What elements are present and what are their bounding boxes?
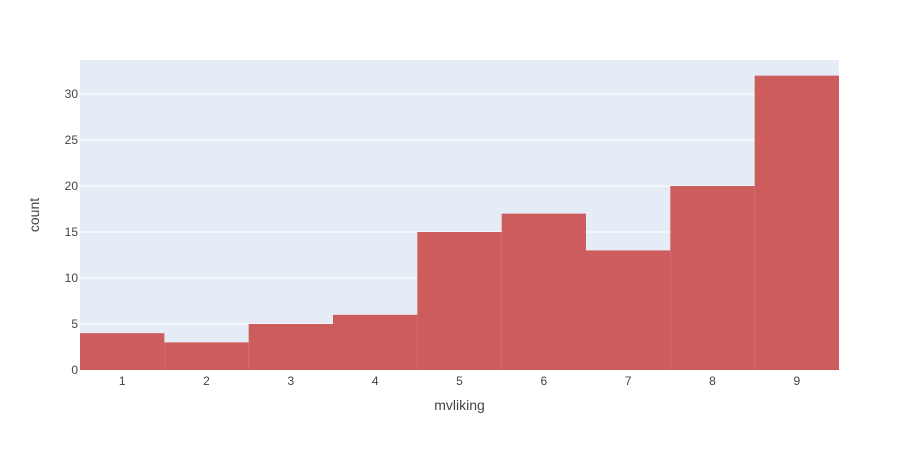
x-tick-label: 8 bbox=[709, 374, 716, 388]
x-axis-title: mvliking bbox=[434, 397, 485, 413]
y-tick-label: 15 bbox=[65, 225, 79, 239]
y-tick-label: 20 bbox=[65, 179, 79, 193]
bars bbox=[80, 75, 839, 370]
x-tick-label: 5 bbox=[456, 374, 463, 388]
x-tick-label: 9 bbox=[793, 374, 800, 388]
bar-4 bbox=[333, 314, 418, 370]
x-tick-label: 1 bbox=[119, 374, 126, 388]
bar-1 bbox=[80, 333, 165, 370]
bar-5 bbox=[417, 232, 502, 370]
x-axis-ticks: 1 2 3 4 5 6 7 8 9 bbox=[119, 374, 801, 388]
bar-2 bbox=[164, 342, 249, 370]
bar-7 bbox=[586, 250, 671, 370]
x-tick-label: 3 bbox=[287, 374, 294, 388]
y-tick-label: 25 bbox=[65, 133, 79, 147]
x-tick-label: 6 bbox=[540, 374, 547, 388]
y-tick-label: 0 bbox=[71, 363, 78, 377]
x-tick-label: 2 bbox=[203, 374, 210, 388]
x-tick-label: 4 bbox=[372, 374, 379, 388]
y-axis-title: count bbox=[26, 198, 42, 232]
y-tick-label: 30 bbox=[65, 87, 79, 101]
y-tick-label: 5 bbox=[71, 317, 78, 331]
y-axis-ticks: 0 5 10 15 20 25 30 bbox=[65, 87, 79, 377]
bar-8 bbox=[670, 186, 755, 370]
bar-3 bbox=[248, 324, 333, 370]
bar-6 bbox=[501, 213, 586, 370]
x-tick-label: 7 bbox=[625, 374, 632, 388]
y-tick-label: 10 bbox=[65, 271, 79, 285]
bar-9 bbox=[754, 75, 839, 370]
